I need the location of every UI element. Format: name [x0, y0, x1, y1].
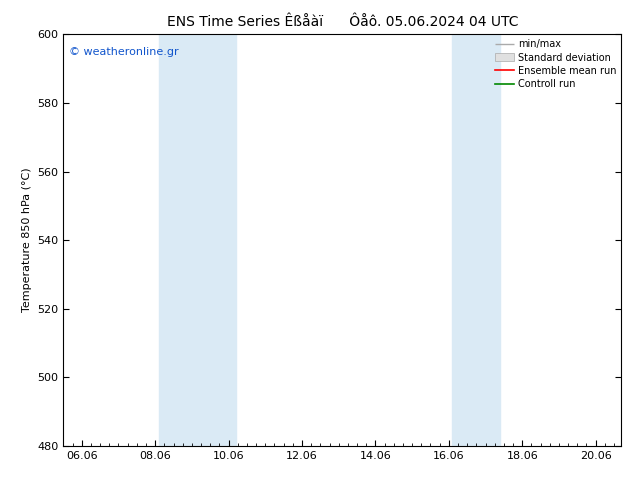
Title: ENS Time Series Êßåàï      Ôåô. 05.06.2024 04 UTC: ENS Time Series Êßåàï Ôåô. 05.06.2024 04… [167, 15, 518, 29]
Y-axis label: Temperature 850 hPa (°C): Temperature 850 hPa (°C) [22, 168, 32, 313]
Bar [453, 34, 500, 446]
Bar [159, 34, 236, 446]
Text: © weatheronline.gr: © weatheronline.gr [69, 47, 179, 57]
Legend: min/max, Standard deviation, Ensemble mean run, Controll run: min/max, Standard deviation, Ensemble me… [493, 37, 618, 91]
